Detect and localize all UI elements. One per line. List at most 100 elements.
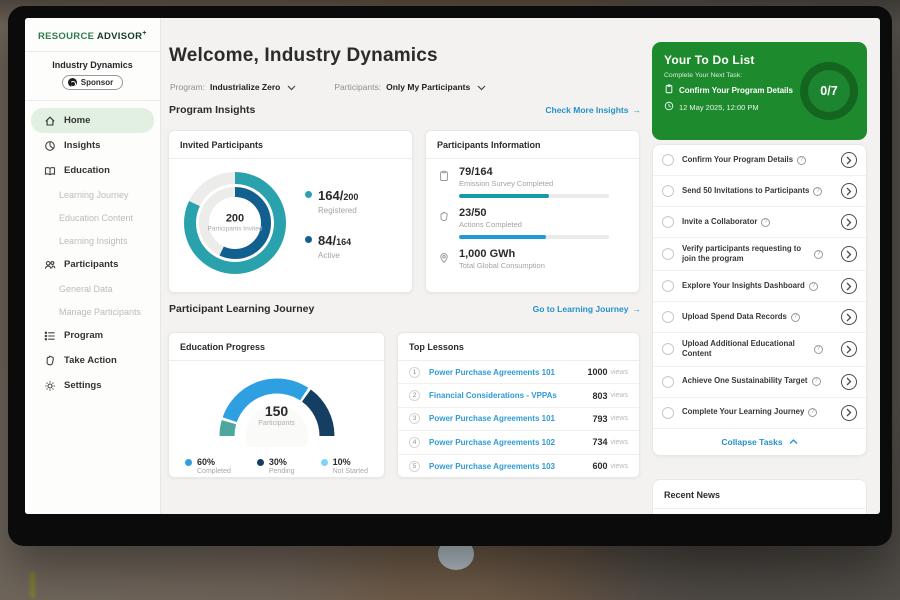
legend-completed: 60% Completed <box>185 457 231 475</box>
task-open-button[interactable] <box>841 246 857 262</box>
task-open-button[interactable] <box>841 405 857 421</box>
lesson-link[interactable]: Power Purchase Agreements 103 <box>429 462 592 471</box>
views-suffix: views <box>610 439 628 446</box>
sidebar-item-manage-participants[interactable]: Manage Participants <box>25 300 160 323</box>
task-open-button[interactable] <box>841 152 857 168</box>
stat-row: 1,000 GWh Total Global Consumption <box>438 248 627 270</box>
sidebar-item-label: Settings <box>64 380 101 391</box>
lesson-link[interactable]: Power Purchase Agreements 102 <box>429 438 592 447</box>
legend-dot <box>305 236 312 243</box>
participants-select[interactable]: Participants: Only My Participants <box>334 78 486 96</box>
stat-value: 1,000 GWh <box>459 248 545 260</box>
collapse-tasks-link[interactable]: Collapse Tasks <box>653 429 866 455</box>
task-row[interactable]: Achieve One Sustainability Target ? <box>653 367 866 398</box>
info-icon: ? <box>809 282 818 291</box>
sidebar-item-home[interactable]: Home <box>31 108 154 133</box>
sidebar-item-participants[interactable]: Participants <box>31 252 154 277</box>
donut-label: Participants Invited <box>204 225 266 233</box>
task-open-button[interactable] <box>841 278 857 294</box>
go-to-learning-journey-link[interactable]: Go to Learning Journey → <box>533 304 641 314</box>
task-open-button[interactable] <box>841 309 857 325</box>
info-icon: ? <box>812 377 821 386</box>
task-row[interactable]: Send 50 Invitations to Participants ? <box>653 176 866 207</box>
insights-icon <box>44 140 56 152</box>
task-row[interactable]: Complete Your Learning Journey ? <box>653 398 866 429</box>
todo-panel: Your To Do List Complete Your Next Task:… <box>652 18 867 514</box>
task-row[interactable]: Verify participants requesting to join t… <box>653 238 866 271</box>
arrow-right-icon: → <box>633 105 642 115</box>
sidebar-item-insights[interactable]: Insights <box>31 133 154 158</box>
views-suffix: views <box>610 392 628 399</box>
sidebar-item-education-content[interactable]: Education Content <box>25 206 160 229</box>
todo-next-task-label: Confirm Your Program Details <box>679 86 793 95</box>
task-row[interactable]: Upload Spend Data Records ? <box>653 302 866 333</box>
program-list-icon <box>44 330 56 342</box>
task-open-button[interactable] <box>841 214 857 230</box>
sidebar-item-label: Program <box>64 330 103 341</box>
task-checkbox[interactable] <box>662 311 674 323</box>
sidebar-item-education[interactable]: Education <box>31 158 154 183</box>
info-icon: ? <box>808 408 817 417</box>
check-more-insights-link[interactable]: Check More Insights → <box>545 105 641 115</box>
card-title: Participants Information <box>426 131 639 159</box>
actions-hand-icon <box>438 207 450 239</box>
home-icon <box>44 115 56 127</box>
sidebar-item-label: Manage Participants <box>59 307 141 317</box>
todo-hero-card: Your To Do List Complete Your Next Task:… <box>652 42 867 140</box>
views-count: 600 <box>592 461 607 471</box>
top-lessons-card: Top Lessons 1 Power Purchase Agreements … <box>397 332 640 478</box>
program-select-value: Industrialize Zero <box>210 82 280 92</box>
task-row[interactable]: Upload Additional Educational Content ? <box>653 333 866 366</box>
lesson-link[interactable]: Financial Considerations - VPPAs <box>429 391 592 400</box>
monitor-bezel: RESOURCE ADVISOR+ Industry Dynamics Spon… <box>8 6 892 546</box>
stat-value: 79/164 <box>459 166 609 178</box>
stat-label: Total Global Consumption <box>459 261 545 270</box>
program-select[interactable]: Program: Industrialize Zero <box>170 78 296 96</box>
task-checkbox[interactable] <box>662 216 674 228</box>
sidebar-item-label: Education <box>64 165 110 176</box>
rank-badge: 3 <box>409 413 420 424</box>
task-row[interactable]: Explore Your Insights Dashboard ? <box>653 271 866 302</box>
task-row[interactable]: Invite a Collaborator ? <box>653 207 866 238</box>
task-checkbox[interactable] <box>662 154 674 166</box>
sidebar-item-label: General Data <box>59 284 113 294</box>
sidebar-item-general-data[interactable]: General Data <box>25 277 160 300</box>
card-title: Top Lessons <box>398 333 639 361</box>
lesson-row: 5 Power Purchase Agreements 103 600 view… <box>398 455 639 478</box>
task-row[interactable]: Confirm Your Program Details ? <box>653 145 866 176</box>
info-icon: ? <box>761 218 770 227</box>
logo-primary: RESOURCE <box>38 31 94 42</box>
sidebar-item-learning-journey[interactable]: Learning Journey <box>25 183 160 206</box>
task-open-button[interactable] <box>841 183 857 199</box>
task-label: Upload Additional Educational Content <box>682 339 810 359</box>
task-checkbox[interactable] <box>662 248 674 260</box>
lesson-link[interactable]: Power Purchase Agreements 101 <box>429 368 587 377</box>
program-select-label: Program: <box>170 82 205 92</box>
views-suffix: views <box>610 463 628 470</box>
card-title: Education Progress <box>169 333 384 361</box>
task-checkbox[interactable] <box>662 376 674 388</box>
task-checkbox[interactable] <box>662 343 674 355</box>
views-count: 734 <box>592 437 607 447</box>
task-checkbox[interactable] <box>662 185 674 197</box>
lesson-link[interactable]: Power Purchase Agreements 101 <box>429 414 592 423</box>
task-open-button[interactable] <box>841 374 857 390</box>
registered-value: 164/ <box>318 188 343 203</box>
sidebar-item-settings[interactable]: Settings <box>31 373 154 398</box>
task-checkbox[interactable] <box>662 280 674 292</box>
sidebar-item-program[interactable]: Program <box>31 323 154 348</box>
lesson-row: 4 Power Purchase Agreements 102 734 view… <box>398 431 639 454</box>
sponsor-icon <box>68 78 77 87</box>
task-label: Verify participants requesting to join t… <box>682 244 810 264</box>
sidebar-item-take-action[interactable]: Take Action <box>31 348 154 373</box>
sidebar-item-learning-insights[interactable]: Learning Insights <box>25 229 160 252</box>
task-label: Confirm Your Program Details <box>682 155 793 165</box>
app-logo: RESOURCE ADVISOR+ <box>25 18 160 42</box>
clipboard-icon <box>664 84 674 96</box>
task-checkbox[interactable] <box>662 407 674 419</box>
gauge-label: Participants <box>237 420 317 427</box>
task-label: Complete Your Learning Journey <box>682 407 804 417</box>
task-open-button[interactable] <box>841 341 857 357</box>
info-icon: ? <box>814 250 823 259</box>
education-progress-card: Education Progress 150 Participants 60% <box>168 332 385 478</box>
